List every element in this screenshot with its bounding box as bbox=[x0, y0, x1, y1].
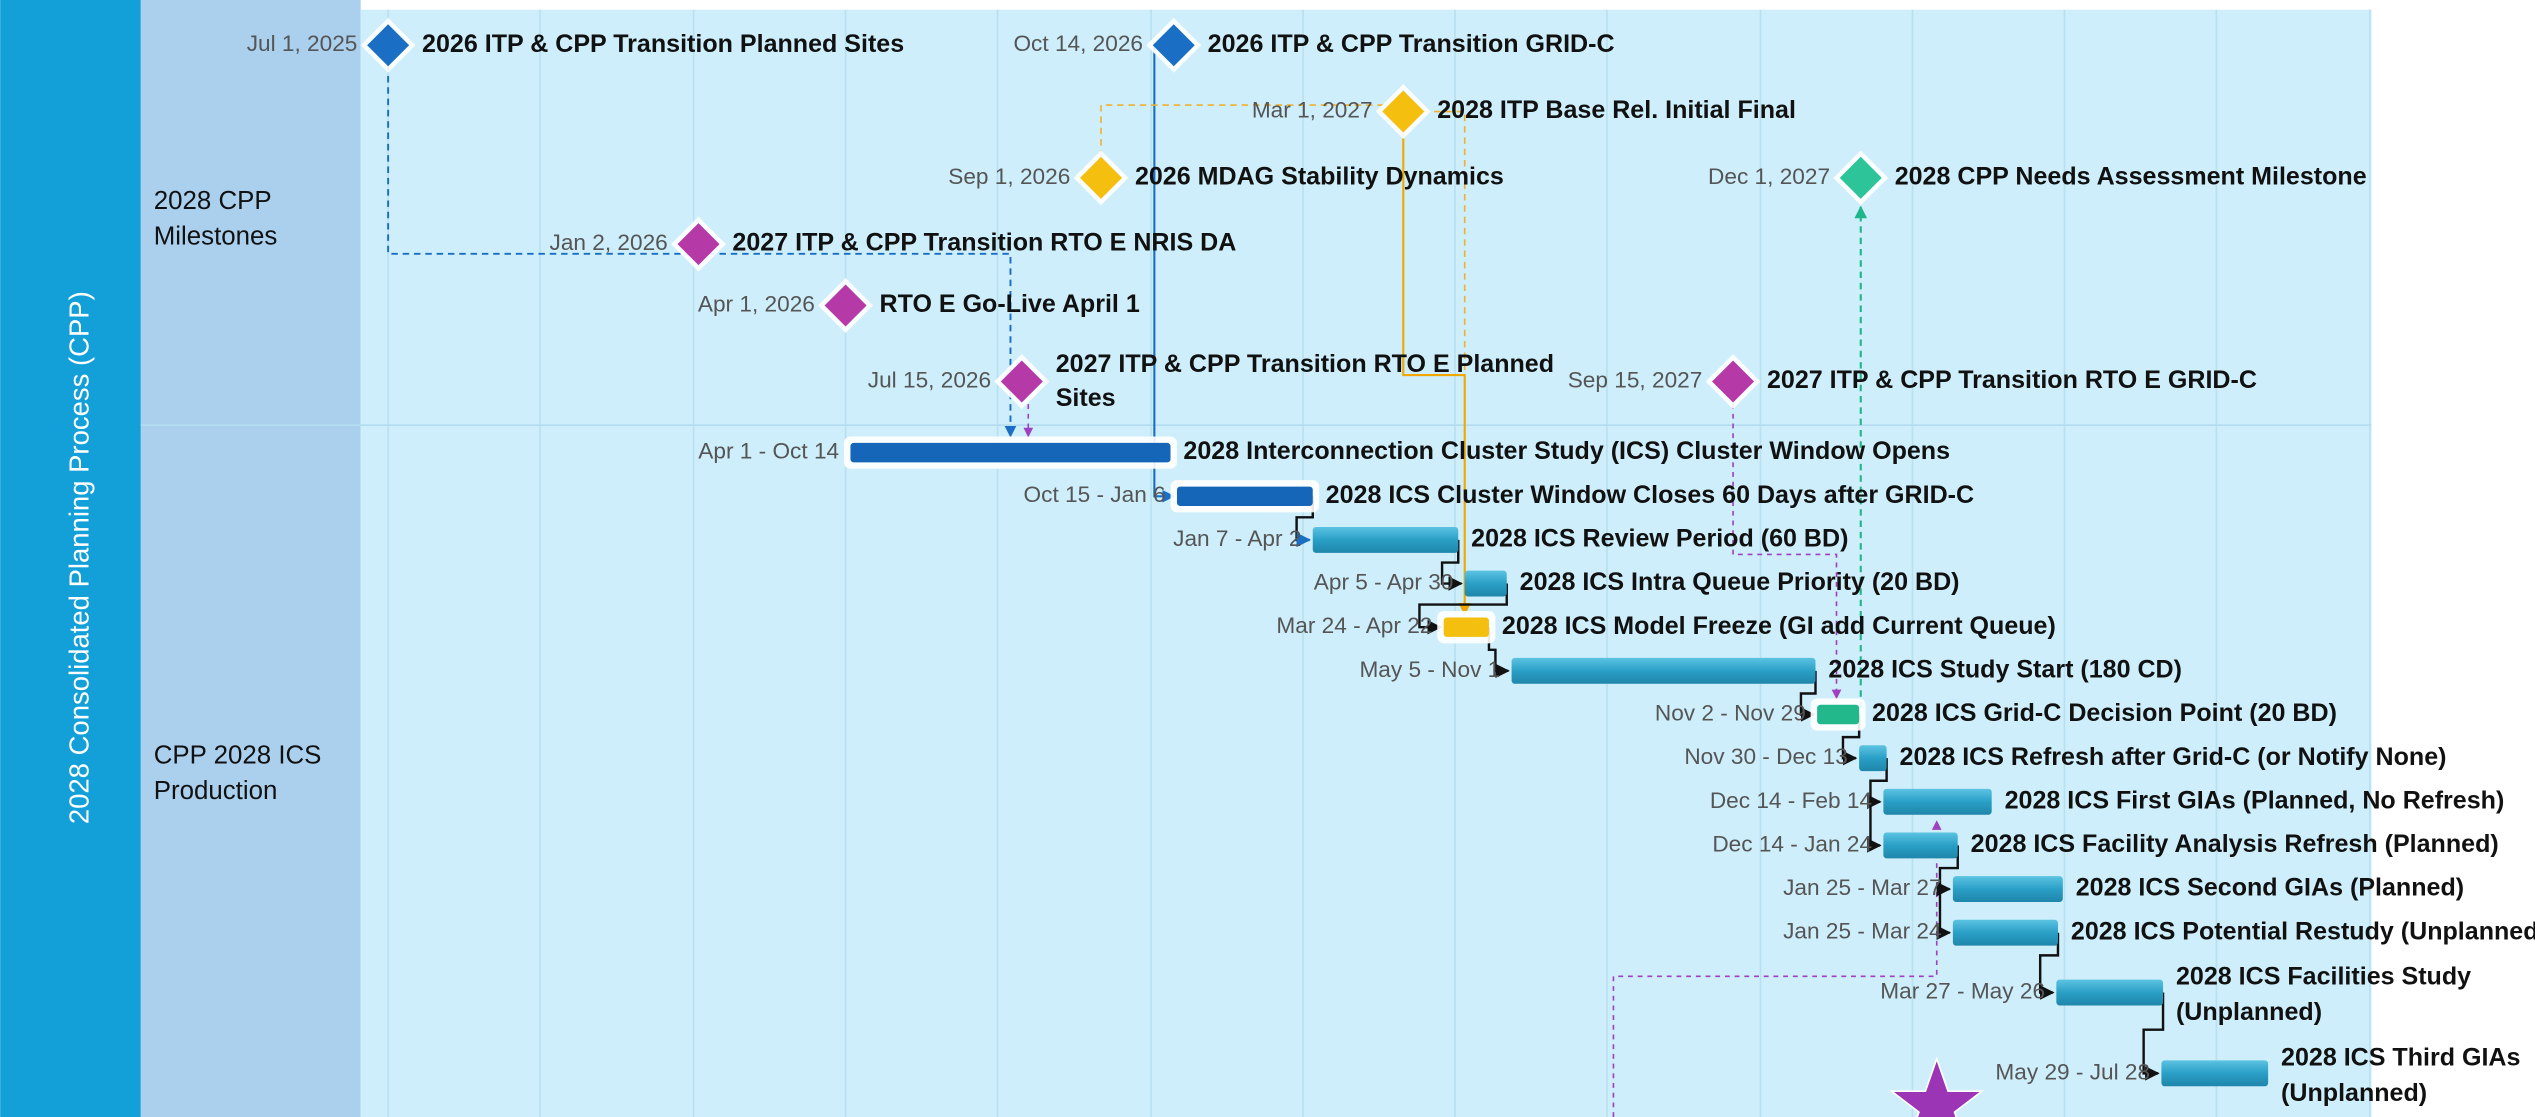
milestone-title: 2027 ITP & CPP Transition RTO E GRID-C bbox=[1767, 366, 2257, 394]
task-title: 2028 ICS First GIAs (Planned, No Refresh… bbox=[2005, 786, 2505, 814]
milestone-title: 2026 MDAG Stability Dynamics bbox=[1135, 162, 1504, 190]
connector bbox=[1153, 45, 1176, 503]
milestone-title: 2026 ITP & CPP Transition GRID-C bbox=[1208, 30, 1615, 58]
task-title: 2028 ICS Potential Restudy (Unplanned) bbox=[2071, 917, 2535, 945]
task-title: 2028 ICS Review Period (60 BD) bbox=[1471, 525, 1848, 553]
task-dates: Jan 25 - Mar 27 bbox=[1783, 875, 1941, 900]
milestone bbox=[824, 284, 867, 327]
task-title: 2028 ICS Second GIAs (Planned) bbox=[2076, 874, 2464, 902]
task-bar bbox=[1176, 486, 1313, 506]
task-bar bbox=[2056, 979, 2164, 1006]
task-title: 2028 ICS Third GIAs bbox=[2281, 1043, 2520, 1071]
task-title: 2028 ICS Model Freeze (GI add Current Qu… bbox=[1502, 612, 2056, 640]
connector bbox=[1440, 539, 1463, 591]
task-dates: Mar 27 - May 26 bbox=[1880, 979, 2045, 1004]
lane-band bbox=[140, 0, 361, 1117]
items: 2028 CPP Milestones CPP 2028 ICS Production… bbox=[154, 17, 2535, 1107]
task-title: 2028 ICS Intra Queue Priority (20 BD) bbox=[1520, 568, 1960, 596]
task-dates: Dec 14 - Jan 24 bbox=[1712, 831, 1872, 856]
milestone-date: Sep 1, 2026 bbox=[948, 164, 1070, 189]
task-title: 2028 ICS Cluster Window Closes 60 Days a… bbox=[1326, 481, 1974, 509]
lane-label: 2028 CPP bbox=[154, 187, 272, 215]
task-bar bbox=[1883, 788, 1992, 815]
task-dates: May 29 - Jul 28 bbox=[1995, 1059, 2150, 1084]
task-bar bbox=[1817, 704, 1860, 725]
connector bbox=[1402, 132, 1472, 616]
milestone-title: 2028 CPP Needs Assessment Milestone bbox=[1895, 162, 2367, 190]
task-title: 2028 Interconnection Cluster Study (ICS)… bbox=[1183, 437, 1950, 465]
connector bbox=[1867, 801, 1882, 853]
task-bar bbox=[1952, 919, 2058, 946]
milestone-date: Jan 2, 2026 bbox=[550, 230, 668, 255]
milestone-date: Apr 1, 2026 bbox=[698, 292, 815, 317]
connector bbox=[2038, 932, 2060, 1000]
lane-label: Milestones bbox=[154, 222, 278, 250]
task-title: (Unplanned) bbox=[2176, 998, 2322, 1026]
milestone-date: Jul 1, 2025 bbox=[247, 31, 358, 56]
task-title: 2028 ICS Facilities Study bbox=[2176, 963, 2471, 991]
task-dates: Jan 7 - Apr 2 bbox=[1173, 526, 1301, 551]
connector bbox=[1936, 845, 1959, 897]
milestone-title: Sites bbox=[1056, 384, 1116, 412]
connector bbox=[1100, 104, 1384, 159]
lane-label: Production bbox=[154, 777, 278, 805]
task-bar bbox=[1883, 832, 1958, 859]
connector bbox=[1418, 583, 1508, 635]
milestone-date: Jul 15, 2026 bbox=[868, 367, 991, 392]
task-title: 2028 ICS Facility Analysis Refresh (Plan… bbox=[1971, 830, 2499, 858]
task-dates: Nov 2 - Nov 29 bbox=[1655, 700, 1806, 725]
task-bar bbox=[1312, 526, 1459, 553]
lane-label: CPP 2028 ICS bbox=[154, 741, 322, 769]
task-dates: Oct 15 - Jan 6 bbox=[1024, 482, 1166, 507]
task-bar bbox=[1952, 876, 2063, 903]
task-dates: Apr 1 - Oct 14 bbox=[698, 439, 839, 464]
task-dates: Nov 30 - Dec 13 bbox=[1684, 744, 1847, 769]
connector bbox=[2142, 992, 2165, 1081]
task-title: 2028 ICS Refresh after Grid-C (or Notify… bbox=[1900, 743, 2447, 771]
connector bbox=[1612, 820, 1942, 1117]
milestone-date: Oct 14, 2026 bbox=[1013, 31, 1143, 56]
process-band bbox=[0, 0, 141, 1117]
milestone bbox=[367, 24, 410, 67]
milestone-title: 2027 ITP & CPP Transition RTO E NRIS DA bbox=[732, 229, 1236, 257]
star-marker bbox=[1889, 1056, 1985, 1117]
task-title: 2028 ICS Grid-C Decision Point (20 BD) bbox=[1872, 699, 2337, 727]
task-bar bbox=[1511, 657, 1816, 684]
task-title: 2028 ICS Study Start (180 CD) bbox=[1828, 655, 2182, 683]
task-dates: May 5 - Nov 1 bbox=[1359, 657, 1500, 682]
task-dates: Apr 5 - Apr 30 bbox=[1314, 570, 1454, 595]
process-title: 2028 Consolidated Planning Process (CPP) bbox=[63, 291, 94, 824]
milestone bbox=[677, 223, 720, 266]
milestone-date: Sep 15, 2027 bbox=[1568, 367, 1703, 392]
milestone-date: Dec 1, 2027 bbox=[1708, 164, 1830, 189]
milestone-title: 2026 ITP & CPP Transition Planned Sites bbox=[422, 30, 904, 58]
milestone-date: Mar 1, 2027 bbox=[1252, 98, 1373, 123]
task-dates: Dec 14 - Feb 14 bbox=[1710, 788, 1872, 813]
connector bbox=[1799, 670, 1817, 722]
task-bar bbox=[2161, 1060, 2269, 1087]
task-bar bbox=[1859, 745, 1887, 772]
connector bbox=[1867, 758, 1888, 810]
task-bar bbox=[850, 442, 1171, 463]
task-title: (Unplanned) bbox=[2281, 1079, 2427, 1107]
connector bbox=[1936, 889, 1952, 940]
task-dates: Jan 25 - Mar 24 bbox=[1783, 919, 1941, 944]
task-dates: Mar 24 - Apr 22 bbox=[1276, 613, 1432, 638]
task-bar bbox=[1464, 570, 1507, 597]
task-bar bbox=[1443, 617, 1489, 637]
milestone-title: RTO E Go-Live April 1 bbox=[880, 290, 1140, 318]
milestone-title: 2028 ITP Base Rel. Initial Final bbox=[1437, 96, 1796, 124]
milestone-title: 2027 ITP & CPP Transition RTO E Planned bbox=[1056, 350, 1554, 378]
